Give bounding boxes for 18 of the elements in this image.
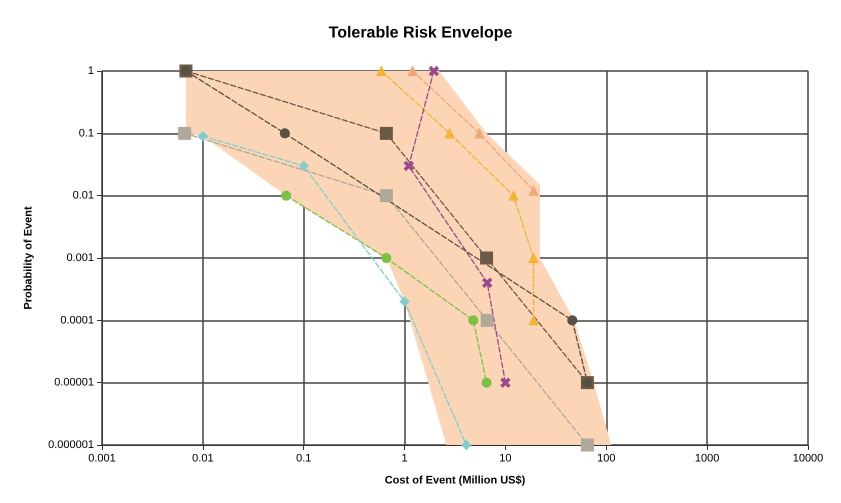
x-tick-label: 1 — [402, 452, 408, 464]
y-tick-label: 0.000001 — [48, 439, 94, 451]
x-tick-label: 1000 — [694, 452, 720, 464]
x-tick-label: 0.01 — [192, 452, 214, 464]
y-tick-label: 0.001 — [66, 252, 94, 264]
x-axis-title: Cost of Event (Million US$) — [384, 474, 526, 486]
x-tick-label: 0.1 — [296, 452, 312, 464]
x-tick-label: 10 — [499, 452, 512, 464]
y-tick-label: 1 — [88, 65, 94, 77]
chart-title: Tolerable Risk Envelope — [328, 24, 512, 42]
x-tick-label: 100 — [597, 452, 616, 464]
y-tick-label: 0.00001 — [54, 376, 94, 389]
y-axis-title: Probability of Event — [22, 206, 34, 310]
x-tick-label: 10000 — [792, 452, 824, 464]
x-tick-label: 0.001 — [88, 452, 116, 464]
y-tick-label: 0.0001 — [60, 314, 94, 326]
y-tick-label: 0.1 — [78, 127, 94, 140]
y-tick-label: 0.01 — [72, 190, 94, 202]
